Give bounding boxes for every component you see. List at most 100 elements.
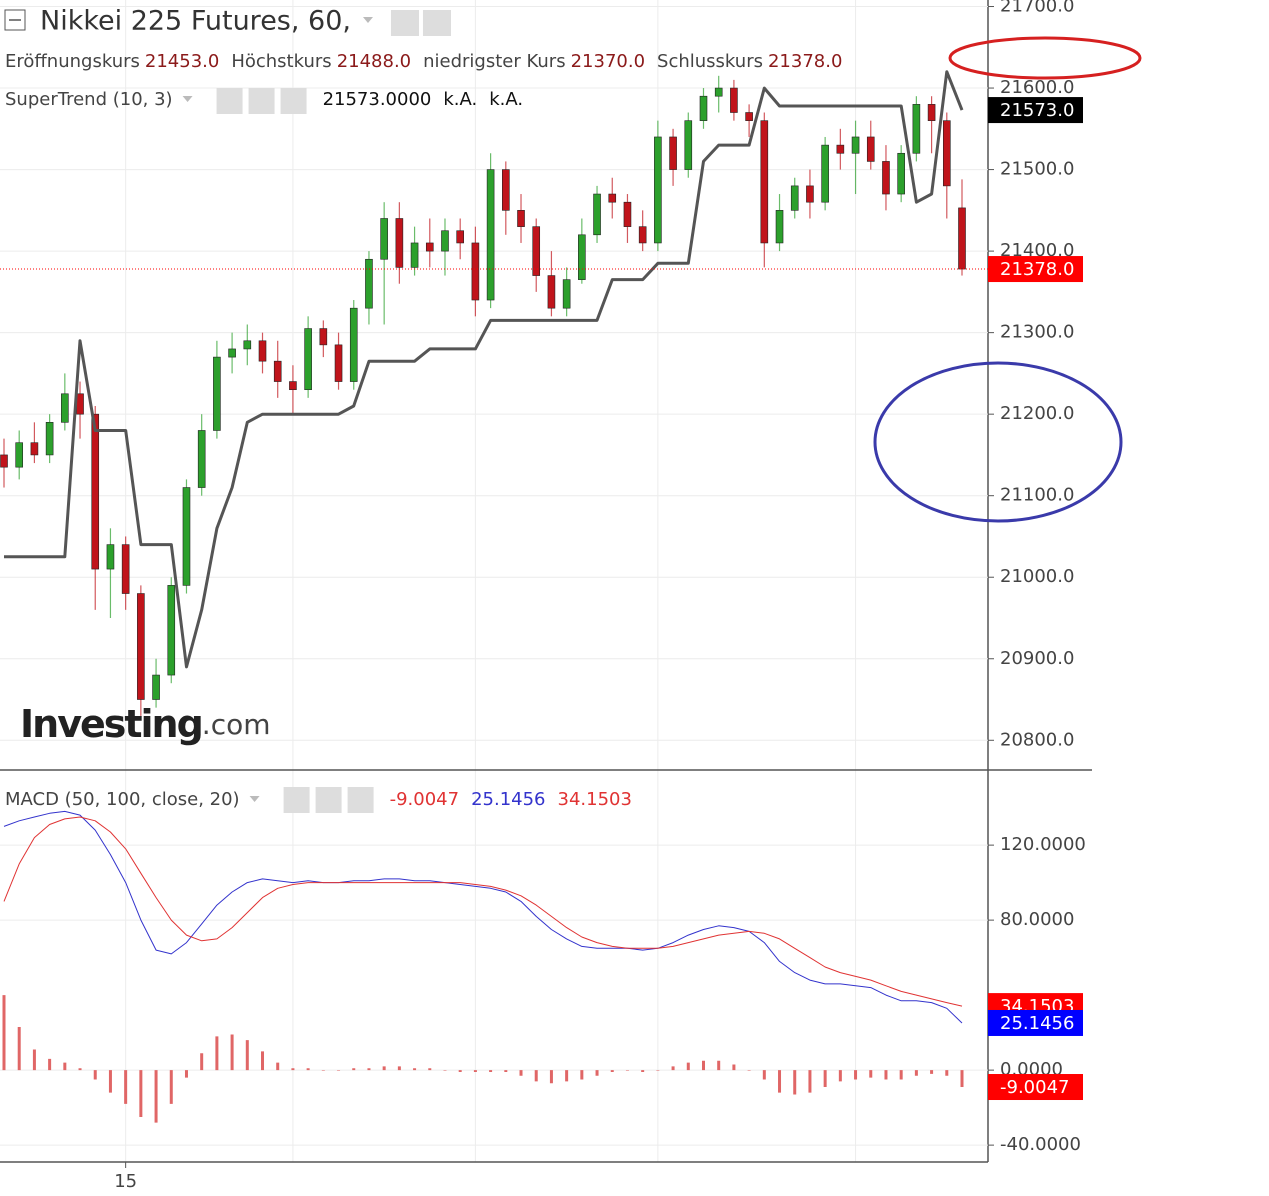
histogram-bar (428, 1068, 432, 1071)
y-tick-label: 80.0000 (1000, 909, 1074, 930)
candle-body (669, 136, 677, 170)
candle-body (851, 136, 860, 154)
candle-body (654, 136, 662, 244)
y-tick-label: 120.0000 (1000, 834, 1086, 855)
histogram-bar (169, 1070, 173, 1104)
candle-body (152, 674, 160, 700)
histogram-bar (337, 1070, 341, 1071)
candle-body (0, 454, 8, 468)
histogram-bar (884, 1070, 888, 1080)
y-tick-label: 21500.0 (1000, 159, 1074, 180)
histogram-bar (778, 1070, 782, 1093)
header-button[interactable] (422, 10, 451, 36)
candle-body (213, 356, 221, 431)
legend-button[interactable] (347, 787, 374, 813)
histogram-bar (519, 1070, 523, 1076)
candle-body (836, 144, 845, 154)
histogram-bar (2, 995, 6, 1071)
indicator-line (3, 810, 963, 1024)
candle-body (532, 226, 541, 276)
candle-body (942, 120, 951, 187)
legend-button[interactable] (283, 787, 310, 813)
histogram-bar (717, 1060, 721, 1071)
price-badge (988, 1009, 1083, 1036)
histogram-bar (686, 1062, 690, 1071)
histogram-bar (17, 1027, 21, 1071)
candle-body (167, 585, 176, 676)
candle-body (730, 87, 738, 113)
candle-body (395, 218, 404, 268)
candle-body (365, 258, 373, 309)
histogram-bar (124, 1070, 128, 1104)
y-tick-label: 21700.0 (1000, 0, 1074, 17)
candle-body (775, 210, 784, 244)
histogram-bar (306, 1068, 310, 1071)
ohlc-label: Höchstkurs (231, 51, 331, 72)
legend-button[interactable] (315, 787, 342, 813)
histogram-bar (549, 1070, 553, 1084)
histogram-bar (625, 1070, 629, 1071)
histogram-bar (139, 1070, 143, 1117)
annotation-ellipse (873, 361, 1123, 523)
legend-button[interactable] (216, 88, 243, 114)
histogram-bar (701, 1060, 705, 1071)
y-tick-label: 21000.0 (1000, 566, 1074, 587)
x-tick-label: 15 (114, 1171, 137, 1192)
histogram-bar (808, 1070, 812, 1093)
candle-body (91, 413, 100, 570)
histogram-bar (382, 1066, 386, 1071)
histogram-bar (291, 1068, 295, 1071)
legend-button[interactable] (248, 88, 275, 114)
candle-body (441, 230, 449, 252)
watermark-part: .com (202, 708, 271, 741)
candle-body (349, 307, 358, 382)
legend-button[interactable] (280, 88, 307, 114)
histogram-bar (48, 1058, 52, 1071)
candle-body (821, 144, 829, 203)
histogram-bar (200, 1053, 204, 1071)
candle-body (578, 234, 586, 280)
indicator-legend-value: 34.1503 (558, 789, 632, 810)
histogram-bar (595, 1070, 599, 1076)
candle-body (30, 442, 39, 456)
candle-body (882, 161, 890, 195)
ohlc-value: 21453.0 (145, 51, 219, 72)
annotation-ellipse (948, 36, 1142, 80)
histogram-bar (63, 1062, 67, 1071)
histogram-bar (473, 1070, 477, 1072)
histogram-bar (960, 1070, 964, 1088)
candle-body (638, 226, 647, 244)
ohlc-value: 21370.0 (571, 51, 645, 72)
candle-body (182, 487, 191, 586)
ohlc-value: 21378.0 (768, 51, 842, 72)
header-button[interactable] (390, 10, 419, 36)
candle-body (790, 185, 799, 211)
histogram-bar (413, 1068, 417, 1071)
candle-body (502, 169, 510, 211)
dropdown-caret[interactable] (182, 96, 193, 102)
histogram-bar (671, 1066, 675, 1071)
series-legend-value: 21573.0000 (323, 89, 432, 110)
candle-body (380, 218, 388, 260)
candle-body (866, 136, 875, 162)
candle-body (106, 544, 115, 570)
y-tick-label: 20900.0 (1000, 648, 1074, 669)
histogram-bar (869, 1070, 873, 1078)
ohlc-label: niedrigster Kurs (423, 51, 565, 72)
histogram-bar (580, 1070, 584, 1080)
histogram-bar (610, 1070, 614, 1072)
histogram-bar (154, 1070, 158, 1123)
histogram-bar (534, 1070, 538, 1082)
dropdown-caret[interactable] (362, 17, 373, 23)
candle-body (197, 430, 206, 488)
candle-body (927, 104, 936, 121)
y-tick-label: 21200.0 (1000, 403, 1074, 424)
histogram-bar (93, 1070, 97, 1080)
dropdown-caret[interactable] (249, 796, 260, 802)
price-badge (988, 97, 1083, 124)
candle-body (121, 544, 130, 594)
histogram-bar (32, 1049, 36, 1071)
histogram-bar (899, 1070, 903, 1080)
